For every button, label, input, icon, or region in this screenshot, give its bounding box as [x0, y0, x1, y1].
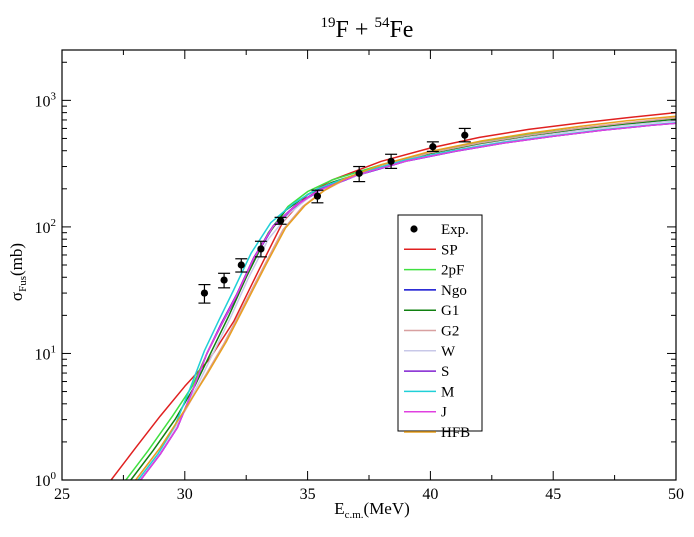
y-axis-unit: (mb): [7, 243, 26, 276]
data-point: [276, 217, 285, 225]
x-tick-label: 50: [668, 486, 684, 503]
x-tick-label: 35: [300, 486, 316, 503]
series-line-sp: [110, 111, 676, 480]
legend-label-g2: G2: [441, 324, 459, 340]
legend-label-s: S: [441, 364, 449, 380]
legend-label-w: W: [441, 344, 456, 360]
data-point: [200, 289, 209, 297]
y-tick-label: 103: [35, 90, 57, 110]
legend-marker-exp: [410, 225, 418, 233]
x-axis-symbol: E: [334, 499, 344, 518]
data-point: [237, 261, 245, 269]
x-tick-label: 45: [545, 486, 561, 503]
y-axis-subscript: Fus: [17, 276, 29, 292]
legend-label-g1: G1: [441, 303, 459, 319]
chart-title: 19F + 54Fe: [321, 15, 414, 43]
data-point: [461, 131, 469, 139]
series-line-j: [140, 122, 676, 480]
legend-box: [397, 214, 483, 432]
x-axis-subscript: c.m.: [345, 509, 364, 521]
title-mass-number-1: 19: [321, 15, 336, 31]
x-axis-title: Ec.m.(MeV): [334, 499, 410, 521]
y-tick-label: 101: [35, 343, 57, 363]
axis-ticks: 25 30 35 40 45 50 100 101 102 103: [35, 50, 684, 503]
series-layer: [110, 111, 676, 480]
title-mass-number-2: 54: [374, 15, 390, 31]
plot-frame: [61, 49, 677, 481]
title-element-2: Fe: [389, 17, 413, 43]
y-tick-label: 100: [35, 470, 57, 490]
legend-label-2pf: 2pF: [441, 263, 464, 279]
experimental-points: [198, 127, 471, 304]
data-point: [257, 245, 265, 253]
legend-label-j: J: [441, 405, 447, 421]
legend-label-exp: Exp.: [441, 222, 469, 238]
x-axis-unit: (MeV): [364, 499, 410, 518]
legend-label-hfb: HFB: [441, 425, 470, 441]
y-axis-title: σFus(mb): [7, 243, 29, 301]
title-element-1: F +: [336, 17, 375, 43]
data-point: [429, 143, 437, 151]
legend-label-sp: SP: [441, 242, 458, 258]
x-tick-label: 25: [54, 486, 70, 503]
x-tick-label: 40: [422, 486, 438, 503]
series-line-w: [137, 120, 676, 480]
data-point: [355, 169, 363, 177]
legend-label-m: M: [441, 384, 454, 400]
legend-label-ngo: Ngo: [441, 283, 467, 299]
y-tick-label: 102: [35, 217, 57, 237]
data-point: [313, 192, 322, 200]
data-point: [387, 157, 395, 165]
y-axis-symbol: σ: [7, 292, 26, 301]
data-point: [220, 276, 228, 284]
x-tick-label: 30: [177, 486, 193, 503]
